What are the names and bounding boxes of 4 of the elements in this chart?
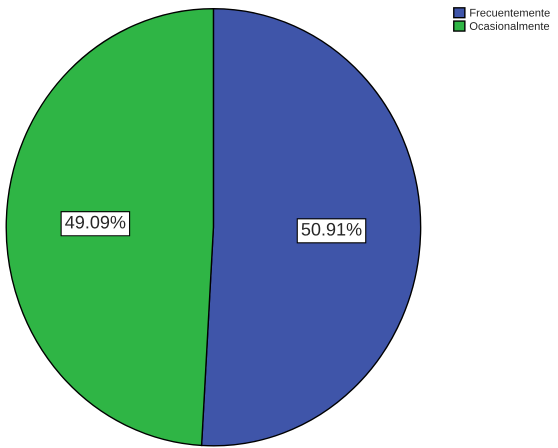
legend-label: Frecuentemente bbox=[470, 8, 550, 17]
legend-label: Ocasionalmente bbox=[470, 22, 550, 30]
data-label: 49.09% bbox=[65, 216, 126, 229]
data-label: 50.91% bbox=[302, 222, 362, 236]
